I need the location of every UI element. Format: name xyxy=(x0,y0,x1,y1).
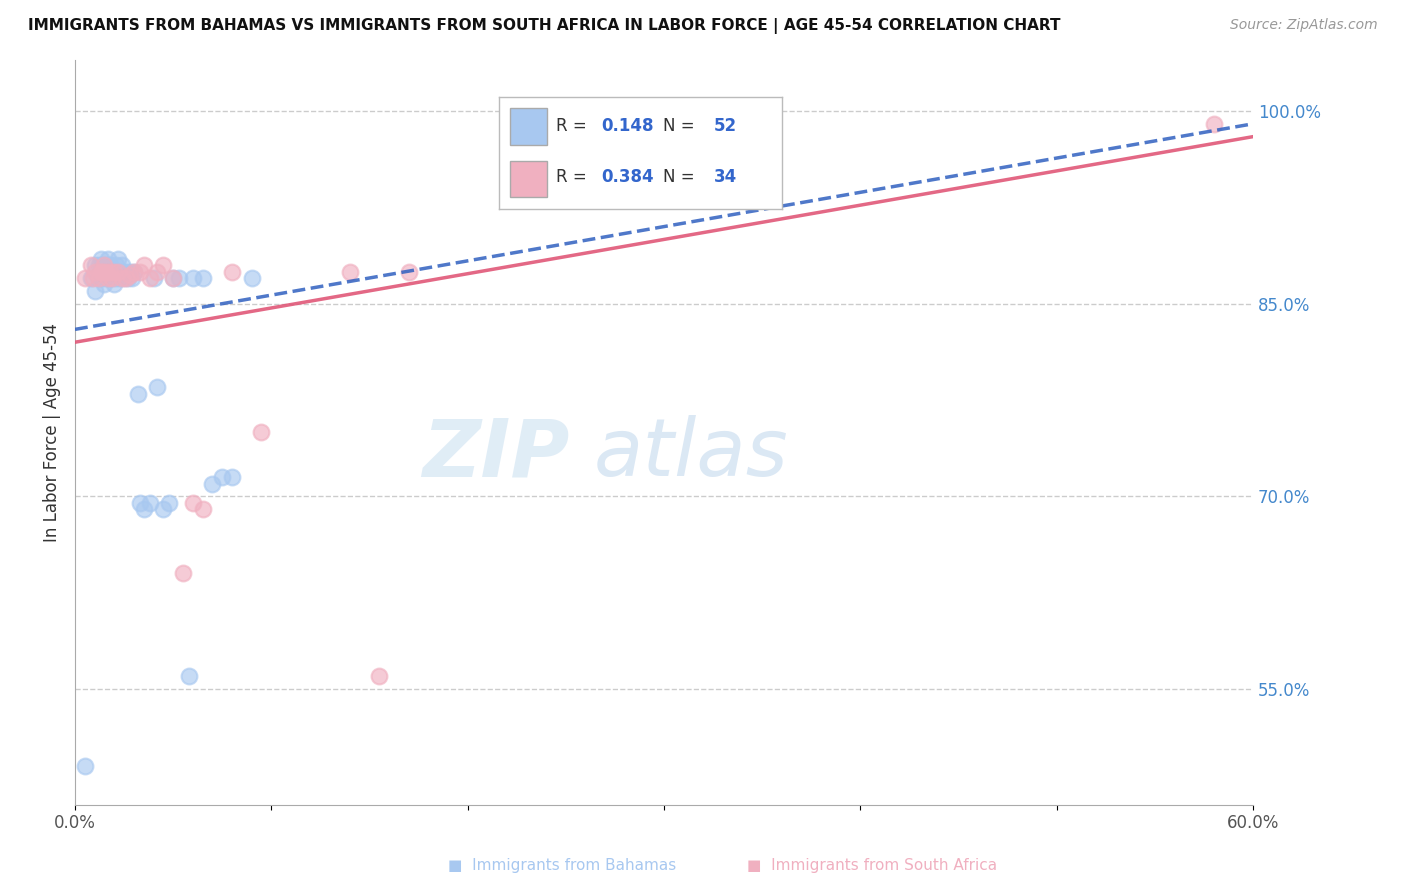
Point xyxy=(101,271,124,285)
Point xyxy=(101,271,124,285)
Text: ■  Immigrants from Bahamas: ■ Immigrants from Bahamas xyxy=(449,858,676,872)
Point xyxy=(122,264,145,278)
Point xyxy=(368,669,391,683)
Point xyxy=(108,271,131,285)
Point xyxy=(105,258,128,272)
Point xyxy=(96,264,118,278)
Point xyxy=(112,271,135,285)
Point xyxy=(152,258,174,272)
Point xyxy=(211,470,233,484)
Point xyxy=(181,496,204,510)
Point xyxy=(115,271,138,285)
Point xyxy=(93,277,115,292)
Point xyxy=(103,264,125,278)
Point xyxy=(107,264,129,278)
Point xyxy=(122,264,145,278)
Point xyxy=(339,264,361,278)
Point xyxy=(89,252,111,266)
Point xyxy=(98,264,121,278)
Point xyxy=(152,502,174,516)
Point xyxy=(91,258,114,272)
Point xyxy=(138,271,160,285)
Text: atlas: atlas xyxy=(593,416,787,493)
Point xyxy=(73,271,96,285)
Point xyxy=(118,268,141,283)
Point xyxy=(105,271,128,285)
Point xyxy=(162,271,184,285)
Point xyxy=(89,264,111,278)
Point xyxy=(82,271,104,285)
Point xyxy=(167,271,190,285)
Point xyxy=(107,252,129,266)
Point xyxy=(162,271,184,285)
Point xyxy=(91,264,114,278)
Point xyxy=(191,502,214,516)
Text: Source: ZipAtlas.com: Source: ZipAtlas.com xyxy=(1230,18,1378,32)
Point xyxy=(80,271,103,285)
Point xyxy=(132,258,155,272)
Point xyxy=(87,258,110,272)
Point xyxy=(103,277,125,292)
Point xyxy=(97,271,120,285)
Point xyxy=(138,496,160,510)
Point xyxy=(93,258,115,272)
Point xyxy=(96,271,118,285)
Point xyxy=(107,264,129,278)
Text: IMMIGRANTS FROM BAHAMAS VS IMMIGRANTS FROM SOUTH AFRICA IN LABOR FORCE | AGE 45-: IMMIGRANTS FROM BAHAMAS VS IMMIGRANTS FR… xyxy=(28,18,1060,34)
Point xyxy=(128,264,150,278)
Point xyxy=(118,264,141,278)
Point xyxy=(128,496,150,510)
Point xyxy=(172,566,194,581)
Point xyxy=(111,258,134,272)
Point xyxy=(98,258,121,272)
Point xyxy=(240,271,263,285)
Point xyxy=(221,264,243,278)
Point xyxy=(73,759,96,773)
Point xyxy=(115,264,138,278)
Point xyxy=(111,271,134,285)
Point xyxy=(181,271,204,285)
Point xyxy=(83,284,105,298)
Point xyxy=(83,264,105,278)
Point xyxy=(97,252,120,266)
Point xyxy=(146,380,169,394)
Point xyxy=(87,271,110,285)
Point xyxy=(221,470,243,484)
Point xyxy=(103,264,125,278)
Point xyxy=(101,264,124,278)
Point xyxy=(142,271,165,285)
Point xyxy=(191,271,214,285)
Point xyxy=(80,258,103,272)
Point xyxy=(398,264,420,278)
Point xyxy=(111,264,134,278)
Point xyxy=(89,264,111,278)
Point xyxy=(96,258,118,272)
Point xyxy=(250,425,273,439)
Point xyxy=(132,502,155,516)
Point xyxy=(83,258,105,272)
Point xyxy=(157,496,180,510)
Point xyxy=(93,264,115,278)
Point xyxy=(146,264,169,278)
Text: ■  Immigrants from South Africa: ■ Immigrants from South Africa xyxy=(747,858,997,872)
Point xyxy=(1202,117,1225,131)
Point xyxy=(117,271,139,285)
Point xyxy=(98,271,121,285)
Text: ZIP: ZIP xyxy=(422,416,569,493)
Point xyxy=(121,271,143,285)
Y-axis label: In Labor Force | Age 45-54: In Labor Force | Age 45-54 xyxy=(44,323,60,541)
Point xyxy=(97,264,120,278)
Point xyxy=(87,271,110,285)
Point xyxy=(177,669,200,683)
Point xyxy=(201,476,224,491)
Point xyxy=(91,271,114,285)
Point xyxy=(127,386,149,401)
